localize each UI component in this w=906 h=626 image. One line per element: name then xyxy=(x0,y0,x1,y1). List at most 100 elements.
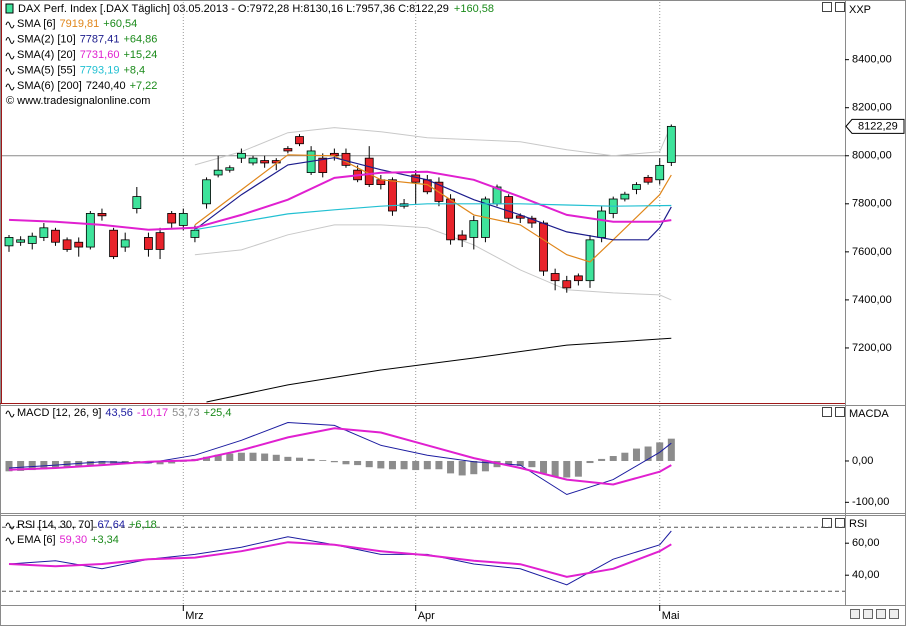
y-tick-label: 8400,00 xyxy=(852,54,892,66)
y-tick-label: 7400,00 xyxy=(852,294,892,306)
histogram-bar xyxy=(667,438,675,461)
legend-entry: SMA [6] 7919,81 +60,54 xyxy=(17,18,137,30)
candle-body xyxy=(666,125,676,163)
candle-body xyxy=(562,280,572,289)
candle-body xyxy=(225,167,235,171)
candle-body xyxy=(539,222,548,272)
legend-icon xyxy=(5,21,15,29)
histogram-bar xyxy=(621,452,629,461)
y-tick-label: 7200,00 xyxy=(852,342,892,354)
histogram-bar xyxy=(412,460,420,471)
axis-label: XXP xyxy=(849,4,871,16)
histogram-bar xyxy=(249,452,257,461)
candle-body xyxy=(167,213,177,224)
histogram-bar xyxy=(307,458,315,461)
zoom-button[interactable] xyxy=(876,609,886,619)
histogram-bar xyxy=(423,460,431,470)
zoom-button[interactable] xyxy=(863,609,873,619)
histogram-bar xyxy=(330,460,338,463)
histogram-bar xyxy=(272,454,280,461)
maximize-button[interactable] xyxy=(822,2,832,12)
y-tick-label: 60,00 xyxy=(852,537,880,549)
legend-icon xyxy=(5,37,15,44)
line xyxy=(194,157,672,241)
title-change: +160,58 xyxy=(454,3,494,15)
candle-body xyxy=(85,213,95,248)
legend-entry: MACD [12, 26, 9] 43,56 -10,17 53,73 +25,4 xyxy=(17,407,231,419)
x-tick-label: Mai xyxy=(662,610,680,622)
candle-body xyxy=(573,275,583,282)
legend-text: 7731,60 xyxy=(80,49,120,61)
zoom-button[interactable] xyxy=(850,609,860,619)
candle-body xyxy=(213,169,223,176)
legend-text: +3,34 xyxy=(91,534,119,546)
legend-text: -10,17 xyxy=(137,407,168,419)
line xyxy=(194,203,672,231)
legend-icon xyxy=(5,52,15,60)
histogram-bar xyxy=(17,460,25,471)
close-button[interactable] xyxy=(835,518,845,528)
histogram-bar xyxy=(342,460,350,465)
y-tick-label: 40,00 xyxy=(852,569,880,581)
legend-text: 67,64 xyxy=(97,519,125,531)
zoom-button[interactable] xyxy=(889,609,899,619)
histogram-bar xyxy=(388,460,396,470)
y-tick-label: -100,00 xyxy=(852,496,889,508)
legend-icon xyxy=(5,68,15,75)
candle-body xyxy=(295,136,304,145)
legend-text: +25,4 xyxy=(204,407,232,419)
close-button[interactable] xyxy=(835,2,845,12)
candle-body xyxy=(190,229,200,238)
legend-icon xyxy=(5,522,15,530)
candle-body xyxy=(585,239,595,282)
legend-icon xyxy=(5,537,15,545)
histogram-bar xyxy=(435,460,443,470)
candle-body xyxy=(4,237,14,247)
candle-body xyxy=(550,273,560,282)
candle-body xyxy=(27,235,37,244)
y-tick-label: 8200,00 xyxy=(852,102,892,114)
candle-body xyxy=(446,198,455,241)
y-tick-label: 7600,00 xyxy=(852,246,892,258)
x-tick-label: Apr xyxy=(418,610,435,622)
maximize-button[interactable] xyxy=(822,518,832,528)
candle-body xyxy=(155,232,165,250)
legend-entry: SMA(6) [200] 7240,40 +7,22 xyxy=(17,80,157,92)
y-tick-label: 7800,00 xyxy=(852,198,892,210)
histogram-bar xyxy=(296,457,303,461)
legend-entry: SMA(5) [55] 7793,19 +8,4 xyxy=(17,64,145,76)
legend-icon xyxy=(5,83,15,91)
histogram-bar xyxy=(563,460,571,478)
histogram-bar xyxy=(400,460,408,470)
maximize-button[interactable] xyxy=(822,407,832,417)
histogram-bar xyxy=(481,460,489,472)
histogram-bar xyxy=(98,460,106,465)
candle-body xyxy=(236,152,246,159)
histogram-bar xyxy=(237,452,245,461)
candle-body xyxy=(132,196,142,210)
candle-body xyxy=(97,213,107,217)
legend-text: 7787,41 xyxy=(80,33,120,45)
histogram-bar xyxy=(458,460,466,476)
legend-entry: RSI [14, 30, 70] 67,64 +6,18 xyxy=(17,519,157,531)
panel-buttons xyxy=(822,2,899,619)
legend-text: 59,30 xyxy=(60,534,88,546)
candle-body xyxy=(248,157,258,164)
candle-body xyxy=(504,196,514,219)
histogram-bar xyxy=(5,460,13,472)
histogram-bar xyxy=(284,456,292,461)
close-button[interactable] xyxy=(835,407,845,417)
legend-text: 53,73 xyxy=(172,407,200,419)
histogram-bar xyxy=(40,460,48,470)
candle-body xyxy=(632,184,641,190)
candle-body xyxy=(283,148,293,152)
candle-body xyxy=(74,241,84,248)
histogram-bar xyxy=(598,458,606,461)
candle-body xyxy=(388,179,397,212)
candle-body xyxy=(469,220,479,238)
legend-text: SMA [6] xyxy=(17,18,56,30)
legend-text: 7919,81 xyxy=(60,18,100,30)
candle-body xyxy=(318,157,328,173)
histogram-bar xyxy=(528,460,536,468)
legend-text: +8,4 xyxy=(123,64,145,76)
